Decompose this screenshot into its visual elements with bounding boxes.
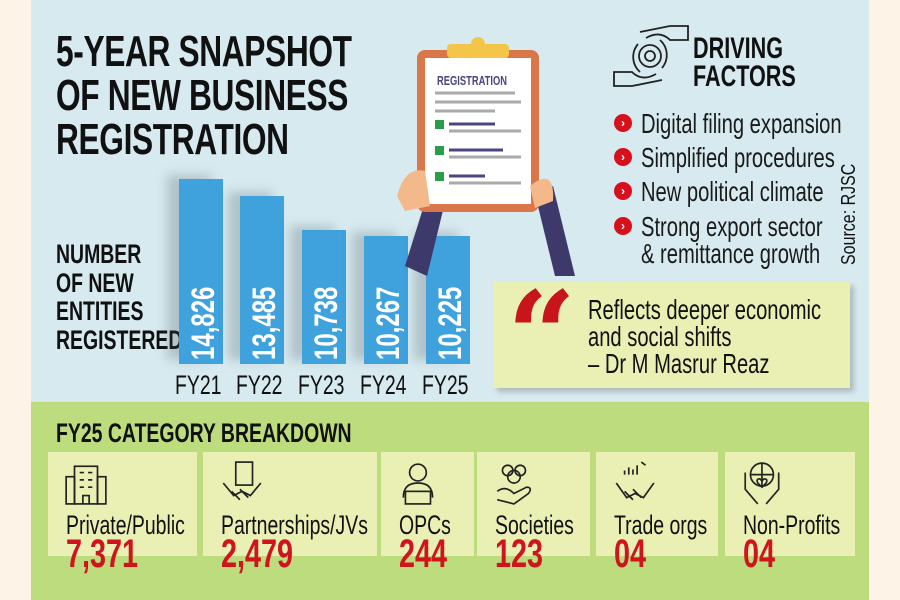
x-tick-label: FY23 [298, 370, 358, 401]
y-label-line: REGISTERED [56, 324, 183, 355]
category-value: 7,371 [66, 532, 166, 577]
trade-handshake-icon [615, 461, 655, 501]
category-label: Societies [495, 510, 605, 541]
quote-line: and social shifts [588, 321, 732, 352]
breakdown-title: FY25 CATEGORY BREAKDOWN [56, 418, 467, 449]
title-line: 5-YEAR SNAPSHOT [56, 27, 352, 76]
source-text: Source: RJSC [838, 163, 860, 265]
x-tick-label: FY22 [236, 370, 296, 401]
category-label-text: Trade orgs [614, 510, 708, 540]
category-value-text: 04 [743, 532, 776, 576]
x-tick-text: FY25 [422, 370, 469, 400]
bar-value-label: 10,225 [432, 286, 468, 360]
title-line: REGISTRATION [56, 115, 289, 164]
bar-value-label: 13,485 [246, 286, 282, 360]
office-building-icon [65, 465, 107, 505]
y-label-line: OF NEW [56, 267, 134, 298]
factor-text: Strong export sector [641, 211, 823, 242]
df-title-line: FACTORS [693, 60, 796, 93]
bar-fy23 [302, 230, 346, 364]
person-laptop-icon [402, 463, 434, 505]
category-value: 244 [399, 532, 466, 577]
category-card: Non-Profits 04 [725, 452, 855, 576]
category-label: Private/Public [66, 510, 231, 541]
category-value-text: 04 [614, 532, 647, 576]
category-label: Trade orgs [614, 510, 744, 541]
x-tick-text: FY23 [298, 370, 345, 400]
factor-item: › New political climate [614, 176, 895, 208]
bar-value-label: 10,267 [370, 286, 406, 360]
quote-text: Reflects deeper economic and social shif… [588, 294, 900, 379]
bar-fy22 [240, 195, 284, 364]
x-tick-text: FY21 [175, 370, 222, 400]
category-card: Societies 123 [477, 452, 590, 576]
group-hand-icon [496, 464, 532, 505]
category-value-text: 2,479 [221, 532, 294, 576]
factor-text: Digital filing expansion [641, 108, 842, 139]
x-tick-text: FY22 [236, 370, 283, 400]
clipboard-label: REGISTRATION [437, 73, 534, 88]
handshake-document-icon [222, 461, 262, 501]
quote-mark-icon: “ [507, 265, 577, 406]
category-value-text: 244 [399, 532, 448, 576]
hands-globe-heart-icon [744, 462, 780, 505]
factor-item: › Digital filing expansion [614, 108, 900, 140]
x-tick-label: FY25 [422, 370, 482, 401]
chevron-right-icon: › [614, 182, 632, 200]
quote-author: – Dr M Masrur Reaz [588, 348, 770, 379]
factor-item: › Strong export sector [614, 211, 893, 243]
y-label-line: NUMBER [56, 239, 142, 269]
title-line: OF NEW BUSINESS [56, 71, 349, 120]
category-card: OPCs 244 [381, 452, 474, 576]
chevron-right-icon: › [614, 148, 632, 166]
category-label-text: Private/Public [66, 510, 185, 540]
clipboard-label-text: REGISTRATION [437, 73, 508, 88]
category-label-text: Non-Profits [743, 510, 841, 540]
factor-text: New political climate [641, 176, 824, 207]
factor-text: & remittance growth [641, 238, 821, 269]
category-card: Trade orgs 04 [596, 452, 718, 576]
chevron-right-icon: › [614, 217, 632, 235]
df-title-line: DRIVING [693, 32, 784, 65]
category-label: Partnerships/JVs [221, 510, 425, 541]
category-label-text: Partnerships/JVs [221, 510, 368, 540]
category-value: 04 [614, 532, 659, 577]
source-note: Source: RJSC [838, 138, 861, 265]
category-card: Private/Public 7,371 [48, 452, 197, 576]
x-tick-label: FY21 [175, 370, 235, 401]
x-tick-text: FY24 [360, 370, 407, 400]
bar-value-label: 14,826 [185, 286, 221, 360]
category-value-text: 7,371 [66, 532, 139, 576]
category-label-text: OPCs [399, 510, 451, 540]
category-label: OPCs [399, 510, 471, 541]
factor-item: › Simplified procedures [614, 142, 900, 174]
gear-hands-icon [613, 25, 689, 87]
quote-line: Reflects deeper economic [588, 294, 822, 325]
x-tick-label: FY24 [360, 370, 420, 401]
quote-box: “ Reflects deeper economic and social sh… [493, 276, 850, 396]
factor-text: Simplified procedures [641, 142, 835, 173]
category-label-text: Societies [495, 510, 574, 540]
chevron-right-icon: › [614, 114, 632, 132]
page-title: 5-YEAR SNAPSHOT OF NEW BUSINESS REGISTRA… [56, 30, 467, 162]
category-value: 2,479 [221, 532, 321, 577]
category-value: 123 [495, 532, 562, 577]
category-card: Partnerships/JVs 2,479 [203, 452, 377, 576]
category-value: 04 [743, 532, 788, 577]
clipboard-illustration-icon [397, 37, 575, 276]
y-axis-label: NUMBER OF NEW ENTITIES REGISTERED [56, 240, 232, 354]
breakdown-title-text: FY25 CATEGORY BREAKDOWN [56, 418, 352, 448]
bar-value-label: 10,738 [308, 286, 344, 360]
category-value-text: 123 [495, 532, 544, 576]
bar-fy24 [364, 235, 408, 364]
bar-fy25 [426, 236, 470, 364]
bar-fy21 [179, 179, 223, 364]
y-label-line: ENTITIES [56, 296, 144, 326]
category-label: Non-Profits [743, 510, 878, 541]
factor-item-continued: & remittance growth [615, 238, 890, 270]
driving-factors-title: DRIVING FACTORS [693, 32, 836, 93]
